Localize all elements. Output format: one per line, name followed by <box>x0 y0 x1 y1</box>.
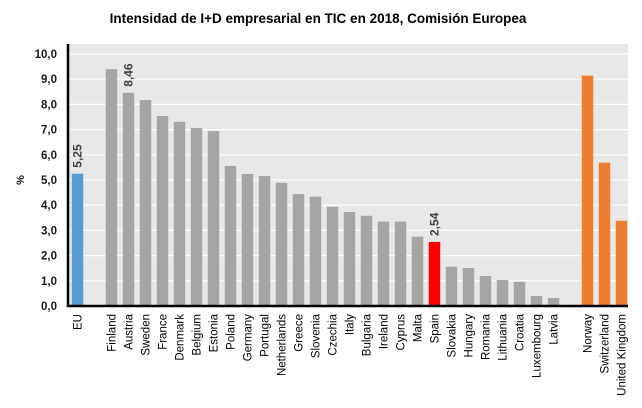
x-tick-label: Italy <box>345 314 357 335</box>
bar-norway <box>581 75 594 306</box>
bar-belgium <box>190 128 203 306</box>
y-tick-label: 9,0 <box>41 74 57 86</box>
y-tick-label: 7,0 <box>41 125 57 137</box>
data-label: 5,25 <box>71 144 85 168</box>
x-tick-label: Spain <box>430 314 442 343</box>
x-tick-label: EU <box>73 314 85 330</box>
bars <box>71 69 628 307</box>
bar-latvia <box>547 297 560 306</box>
x-tick-label: France <box>158 314 170 350</box>
x-tick-label: United Kingdom <box>617 314 629 396</box>
x-tick-label: Finland <box>107 314 119 352</box>
x-tick-label: Malta <box>413 313 425 342</box>
chart-title: Intensidad de I+D empresarial en TIC en … <box>110 11 527 26</box>
data-label: 8,46 <box>122 63 136 87</box>
bar-czechia <box>326 206 339 306</box>
x-tick-label: Hungary <box>464 314 476 358</box>
x-tick-label: Lithuania <box>498 313 510 360</box>
bar-united-kingdom <box>615 220 628 306</box>
x-tick-label: Germany <box>243 314 255 362</box>
bar-luxembourg <box>530 295 543 306</box>
data-labels: 5,25 8,46 2,54 <box>71 63 442 236</box>
bar-estonia <box>207 131 220 306</box>
data-label: 2,54 <box>428 212 442 236</box>
bar-eu <box>71 173 84 306</box>
bar-austria <box>122 92 135 306</box>
x-tick-label: Netherlands <box>277 314 289 376</box>
x-tick-label: Slovakia <box>447 313 459 357</box>
bar-poland <box>224 165 237 306</box>
bar-finland <box>105 69 118 307</box>
y-axis-label: % <box>15 175 27 185</box>
bar-hungary <box>462 267 475 306</box>
x-tick-label: Denmark <box>175 314 187 361</box>
y-tick-label: 4,0 <box>41 200 57 212</box>
x-tick-label: Cyprus <box>396 314 408 351</box>
x-tick-label: Estonia <box>209 313 221 352</box>
bar-france <box>156 115 169 306</box>
bar-croatia <box>513 281 526 306</box>
x-tick-label: Bulgaria <box>362 313 374 356</box>
y-axis-ticks: 0,0 1,0 2,0 3,0 4,0 5,0 6,0 7,0 8,0 9,0 10,0 <box>35 49 57 313</box>
x-tick-label: Luxembourg <box>532 314 544 378</box>
bar-sweden <box>139 100 152 306</box>
x-tick-label: Poland <box>226 314 238 350</box>
x-tick-label: Croatia <box>515 313 527 351</box>
bar-italy <box>343 212 356 306</box>
x-tick-label: Greece <box>294 314 306 352</box>
x-tick-label: Sweden <box>141 314 153 356</box>
bar-lithuania <box>496 280 509 306</box>
bar-cyprus <box>394 221 407 306</box>
y-tick-label: 2,0 <box>41 251 57 263</box>
x-tick-label: Romania <box>481 313 493 360</box>
bar-malta <box>411 236 424 306</box>
bar-spain <box>428 241 441 306</box>
x-tick-label: Switzerland <box>600 314 612 373</box>
x-tick-label: Latvia <box>549 313 561 344</box>
bar-germany <box>241 173 254 306</box>
y-tick-label: 8,0 <box>41 99 57 111</box>
bar-netherlands <box>275 182 288 306</box>
x-tick-label: Portugal <box>260 314 272 357</box>
bar-ireland <box>377 221 390 306</box>
y-tick-label: 6,0 <box>41 150 57 162</box>
x-tick-label: Czechia <box>328 313 340 355</box>
y-tick-label: 3,0 <box>41 225 57 237</box>
x-tick-label: Belgium <box>192 314 204 356</box>
y-tick-label: 0,0 <box>41 301 57 313</box>
x-tick-label: Norway <box>583 314 595 353</box>
bar-romania <box>479 276 492 306</box>
x-tick-label: Austria <box>124 313 136 349</box>
bar-switzerland <box>598 162 611 306</box>
y-tick-label: 5,0 <box>41 175 57 187</box>
bar-denmark <box>173 121 186 307</box>
bar-slovakia <box>445 266 458 306</box>
x-tick-label: Slovenia <box>311 313 323 358</box>
bar-bulgaria <box>360 215 373 306</box>
y-tick-label: 1,0 <box>41 276 57 288</box>
y-tick-label: 10,0 <box>35 49 57 61</box>
bar-slovenia <box>309 196 322 306</box>
x-axis-categories: EU Finland Austria Sweden France Denmark Belgi… <box>73 313 629 395</box>
bar-greece <box>292 194 305 306</box>
x-tick-label: Ireland <box>379 314 391 349</box>
bar-portugal <box>258 175 271 306</box>
